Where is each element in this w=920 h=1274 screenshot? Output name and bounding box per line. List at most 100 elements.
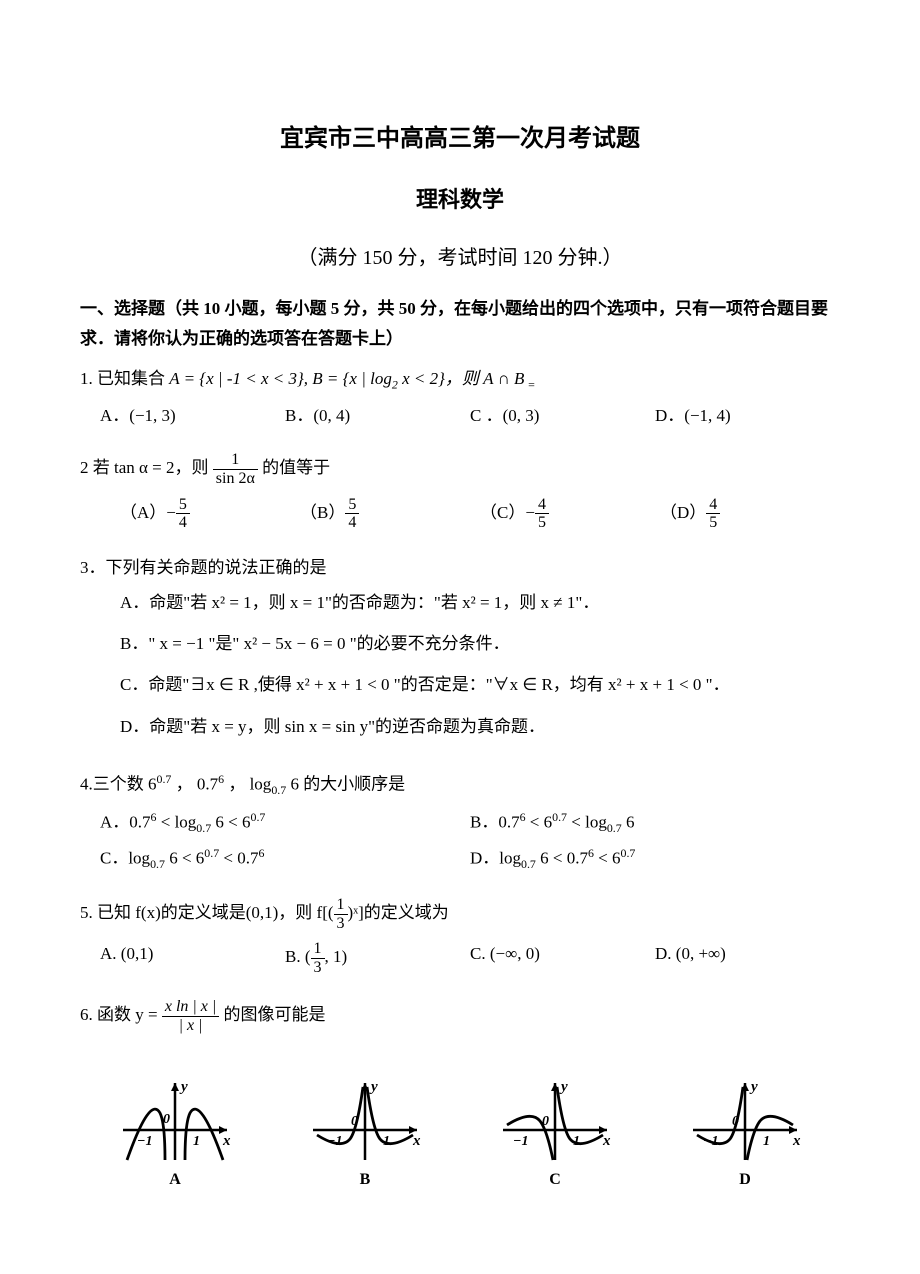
question-5: 5. 已知 f(x)的定义域是(0,1)，则 f[(13)ˣ]的定义域为 A. … [80,896,840,982]
svg-text:−1: −1 [703,1134,718,1149]
q4-p1: 4.三个数 6 [80,774,157,793]
chart-d-label: D [685,1167,805,1193]
chart-b-label: B [305,1167,425,1193]
q5-opt-d: D. (0, +∞) [655,940,840,976]
q6-stem: 6. 函数 y = x ln | x | | x | 的图像可能是 [80,998,840,1034]
q4-e2: 6 [218,772,224,786]
svg-text:x: x [222,1133,231,1149]
q1-opt-c: C ．(0, 3) [470,402,655,429]
q2-options: （A）−54 （B）54 （C）−45 （D）45 [80,496,840,538]
q4a-3: < log [156,812,196,831]
q6-charts: −1 1 0 x y A −1 1 0 x y B [80,1075,840,1193]
q2-b-label: （B） [300,503,345,522]
q3-stem: 3．下列有关命题的说法正确的是 [80,554,840,581]
q5-opt-a: A. (0,1) [100,940,285,976]
q4a-6: 0.7 [251,810,266,824]
q1-prefix: 1. 已知集合 [80,369,169,388]
q1-eq: = [524,377,535,391]
q4b-3: < 6 [526,812,553,831]
question-6: 6. 函数 y = x ln | x | | x | 的图像可能是 [80,998,840,1034]
q4-s1: 0.7 [271,783,286,797]
svg-text:1: 1 [193,1134,200,1149]
q5-num: 1 [334,896,348,915]
q4-opt-b: B．0.76 < 60.7 < log0.7 6 [470,808,840,838]
q1-opt-b: B．(0, 4) [285,402,470,429]
svg-text:1: 1 [573,1134,580,1149]
q4d-6: 0.7 [621,846,636,860]
q3-opt-b: B．" x = −1 "是" x² − 5x − 6 = 0 "的必要不充分条件… [100,630,840,657]
q2-frac: 1 sin 2α [213,451,258,487]
q4b-4: 0.7 [552,810,567,824]
svg-text:0: 0 [542,1114,549,1129]
q3-options: A．命题"若 x² = 1，则 x = 1"的否命题为："若 x² = 1，则 … [80,589,840,754]
q4b-7: 6 [622,812,635,831]
q4c-3: 6 < 6 [165,849,204,868]
q2-frac-den: sin 2α [213,470,258,488]
q2-frac-num: 1 [213,451,258,470]
chart-c-label: C [495,1167,615,1193]
q4-p4: 6 的大小顺序是 [290,774,405,793]
svg-text:y: y [179,1079,188,1095]
q5-options: A. (0,1) B. (13, 1) C. (−∞, 0) D. (0, +∞… [80,940,840,982]
q2-stem: 2 若 tan α = 2，则 1 sin 2α 的值等于 [80,451,840,487]
q2-b-num: 5 [345,496,359,515]
q6-suffix: 的图像可能是 [224,1005,326,1024]
svg-text:1: 1 [383,1134,390,1149]
question-2: 2 若 tan α = 2，则 1 sin 2α 的值等于 （A）−54 （B）… [80,451,840,537]
q2-c-den: 5 [535,514,549,532]
section-1-header: 一、选择题（共 10 小题，每小题 5 分，共 50 分，在每小题给出的四个选项… [80,294,840,355]
q4-stem: 4.三个数 60.7 ， 0.76 ， log0.7 6 的大小顺序是 [80,770,840,800]
q5-den: 3 [334,915,348,933]
svg-text:x: x [792,1133,801,1149]
q5-opt-b: B. (13, 1) [285,940,470,976]
q4-p3: ， log [228,774,271,793]
q6-prefix: 6. 函数 y = [80,1005,162,1024]
q2-b-den: 4 [345,514,359,532]
q5b-1: B. ( [285,947,311,966]
chart-d: −1 1 0 x y D [685,1075,805,1193]
question-3: 3．下列有关命题的说法正确的是 A．命题"若 x² = 1，则 x = 1"的否… [80,554,840,754]
q1-opt-a: A．(−1, 3) [100,402,285,429]
q4b-6: 0.7 [607,821,622,835]
question-1: 1. 已知集合 A = {x | -1 < x < 3}, B = {x | l… [80,365,840,436]
q4-opt-c: C．log0.7 6 < 60.7 < 0.76 [100,844,470,874]
q6-num: x ln | x | [162,998,219,1017]
q4-opt-a: A．0.76 < log0.7 6 < 60.7 [100,808,470,838]
q2-d-den: 5 [706,514,720,532]
q4-options: A．0.76 < log0.7 6 < 60.7 B．0.76 < 60.7 <… [80,808,840,880]
q5b-d: 3 [311,959,325,977]
chart-c: −1 1 0 x y C [495,1075,615,1193]
q1-stem: 1. 已知集合 A = {x | -1 < x < 3}, B = {x | l… [80,365,840,394]
page-title: 宜宾市三中高高三第一次月考试题 [80,120,840,158]
exam-info: （满分 150 分，考试时间 120 分钟.） [80,242,840,274]
q6-den: | x | [162,1017,219,1035]
question-4: 4.三个数 60.7 ， 0.76 ， log0.7 6 的大小顺序是 A．0.… [80,770,840,880]
svg-text:0: 0 [163,1112,170,1127]
svg-text:y: y [559,1079,568,1095]
q2-opt-c: （C）−45 [480,496,660,532]
svg-text:−1: −1 [513,1134,528,1149]
q4a-5: 6 < 6 [211,812,250,831]
q6-frac: x ln | x | | x | [162,998,219,1034]
q2-c-label: （C）− [480,503,535,522]
q3-opt-d: D．命题"若 x = y，则 sin x = sin y"的逆否命题为真命题． [100,713,840,740]
q5-suffix: )ˣ]的定义域为 [348,903,449,922]
q3-opt-c: C．命题"∃x ∈ R ,使得 x² + x + 1 < 0 "的否定是："∀x… [100,671,840,698]
q1-opt-d: D．(−1, 4) [655,402,840,429]
q4-opt-d: D．log0.7 6 < 0.76 < 60.7 [470,844,840,874]
svg-text:y: y [749,1079,758,1095]
q4c-6: 6 [259,846,265,860]
q4b-5: < log [567,812,607,831]
svg-text:1: 1 [763,1134,770,1149]
svg-text:−1: −1 [327,1134,342,1149]
q1-options: A．(−1, 3) B．(0, 4) C ．(0, 3) D．(−1, 4) [80,402,840,435]
q2-d-label: （D） [660,503,706,522]
svg-text:−1: −1 [137,1134,152,1149]
q1-cap: A ∩ B [483,369,524,388]
q2-opt-d: （D）45 [660,496,840,532]
q4-p2: ， 0.7 [176,774,219,793]
q2-prefix: 2 若 tan α = 2，则 [80,458,213,477]
q2-a-den: 4 [176,514,190,532]
q4c-1: C．log [100,849,150,868]
svg-text:0: 0 [351,1114,358,1129]
